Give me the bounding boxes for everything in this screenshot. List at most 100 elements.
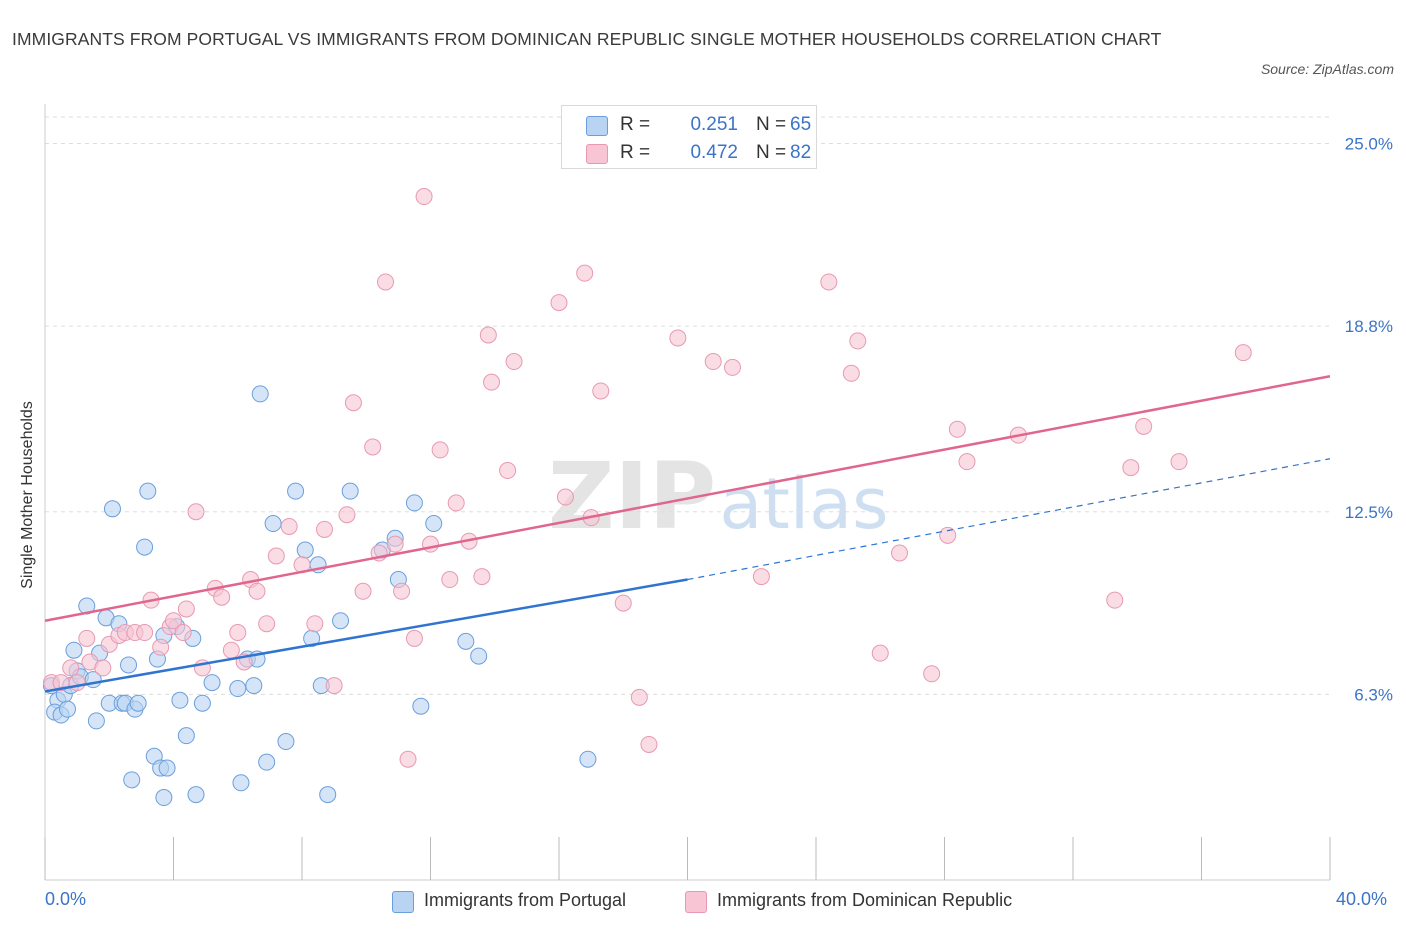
dominican-point [165,612,182,630]
n-value: 65 [790,114,812,135]
portugal-point [193,694,211,712]
x-tick-label-min: 0.0% [45,889,87,909]
dominican-point [550,294,568,312]
portugal-point [203,674,221,692]
portugal-point [332,612,350,630]
dominican-point [483,373,501,391]
n-label: N = [756,142,787,163]
portugal-point [579,750,597,768]
dominican-point [704,353,722,371]
dominican-point [405,629,423,647]
dominican-point [315,520,333,538]
dominican-point [1135,417,1153,435]
dominican-point [891,544,909,562]
portugal-point [136,538,154,556]
portugal-point [187,786,205,804]
dominican-trend-line [44,375,1331,622]
dominican-point [923,665,941,683]
portugal-point [319,786,337,804]
dominican-point [849,332,867,350]
r-label: R = [620,114,651,135]
portugal-trend-line [44,578,688,693]
portugal-point [251,385,269,403]
dominican-point [505,353,523,371]
blue-swatch [586,116,608,136]
y-tick-label: 25.0% [1345,135,1393,154]
y-tick-label: 12.5% [1345,503,1393,522]
y-tick-label: 18.8% [1345,317,1393,336]
trend-lines [44,375,1331,693]
portugal-trend-extension [687,458,1331,581]
legend-label: Immigrants from Dominican Republic [717,890,1013,910]
dominican-point [1122,459,1140,477]
dominican-point [62,659,80,677]
dominican-point [431,441,449,459]
y-tick-label: 6.3% [1354,685,1393,704]
dominican-point [1106,591,1124,609]
dominican-point [213,588,231,606]
dominican-point [344,394,362,412]
dominican-point [499,462,517,480]
dominican-point [174,624,192,642]
dominican-point [556,488,574,506]
pink-swatch [685,891,707,913]
portugal-point [103,500,121,518]
dominican-point [393,582,411,600]
portugal-point [341,482,359,500]
dominican-point [152,638,170,656]
axes [44,104,1331,881]
dominican-point [630,688,648,706]
dominican-point [177,600,195,618]
portugal-point [405,494,423,512]
data-points [42,188,1252,807]
dominican-point [377,273,395,291]
portugal-point [155,789,173,807]
portugal-point [264,515,282,533]
dominican-point [948,420,966,438]
source-label: Source: ZipAtlas.com [1260,61,1394,77]
dominican-point [248,582,266,600]
portugal-point [177,727,195,745]
portugal-point [129,694,147,712]
dominican-point [871,644,889,662]
dominican-point [958,453,976,471]
dominican-point [939,526,957,544]
correlation-legend: R = 0.251 N = 65 R = 0.472 N = 82 [561,105,817,169]
portugal-point [277,733,295,751]
r-label: R = [620,142,651,163]
dominican-point [820,273,838,291]
portugal-point [258,753,276,771]
r-value: 0.251 [690,114,738,135]
portugal-point [457,632,475,650]
dominican-point [325,677,343,695]
blue-swatch [392,891,414,913]
pink-swatch [586,144,608,164]
dominican-point [842,364,860,382]
portugal-point [120,656,138,674]
dominican-point [447,494,465,512]
portugal-point [229,680,247,698]
dominican-point [229,624,247,642]
portugal-point [123,771,141,789]
dominican-point [592,382,610,400]
dominican-point [576,264,594,282]
watermark-zip: ZIP [548,443,716,550]
portugal-point [245,677,263,695]
dominican-point [187,503,205,521]
dominican-point [640,735,658,753]
portugal-point [232,774,250,792]
r-value: 0.472 [690,142,738,163]
tick-labels: 6.3% 12.5% 18.8% 25.0% [1345,135,1393,705]
dominican-point [479,326,497,344]
portugal-point [287,482,305,500]
dominican-point [669,329,687,347]
n-label: N = [756,114,787,135]
legend-label: Immigrants from Portugal [424,890,627,910]
dominican-point [78,629,96,647]
x-tick-label-max: 40.0% [1336,889,1388,909]
dominican-point [68,674,86,692]
dominican-point [473,568,491,586]
portugal-point [139,482,157,500]
dominican-point [94,659,112,677]
